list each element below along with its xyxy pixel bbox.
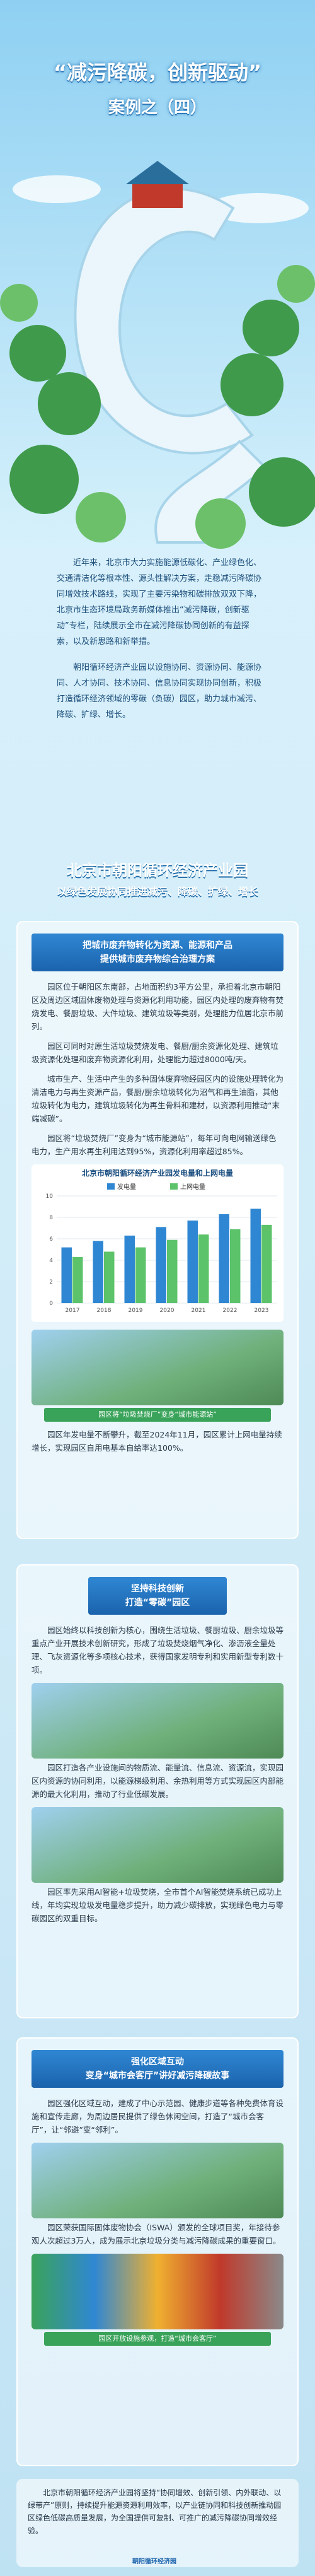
y-tick-label: 0 bbox=[49, 1301, 53, 1307]
bar bbox=[167, 1239, 178, 1303]
banner-line: 强化区域互动 bbox=[131, 2057, 184, 2067]
photo bbox=[32, 1683, 284, 1759]
paragraph: 北京市朝阳循环经济产业园将坚持“协同增效、创新引领、内外联动、以绿带产”原则，持… bbox=[28, 2488, 282, 2535]
intro: 近年来，北京市大力实施能源低碳化、产业绿色化、交通清洁化等根本性、源头性解决方案… bbox=[57, 555, 261, 733]
paragraph: 园区始终以科技创新为核心，围绕生活垃圾、餐厨垃圾、厨余垃圾等重点产业开展技术创新… bbox=[32, 1625, 284, 1675]
paragraph: 园区将“垃圾焚烧厂”变身为“城市能源站”，每年可向电网输送绿色电力，生产用水再生… bbox=[32, 1133, 277, 1156]
bar bbox=[261, 1224, 272, 1303]
x-tick-label: 2023 bbox=[255, 1308, 269, 1314]
bar bbox=[135, 1247, 146, 1303]
photo bbox=[32, 2254, 284, 2329]
y-tick-label: 4 bbox=[49, 1258, 53, 1264]
paragraph: 近年来，北京市大力实施能源低碳化、产业绿色化、交通清洁化等根本性、源头性解决方案… bbox=[57, 558, 262, 647]
footer: 北京市朝阳循环经济产业园将坚持“协同增效、创新引领、内外联动、以绿带产”原则，持… bbox=[16, 2479, 299, 2567]
heading-sub: 以绿色发展协同推进减污、降碳、扩绿、增长 bbox=[56, 886, 258, 898]
photo bbox=[32, 1330, 284, 1405]
caption: 园区将“垃圾焚烧厂”变身“城市能源站” bbox=[44, 1408, 271, 1422]
bar bbox=[250, 1209, 261, 1303]
legend-swatch bbox=[170, 1183, 178, 1190]
paragraph: 园区可同时对原生活垃圾焚烧发电、餐厨/厨余资源化处理、建筑垃圾资源化处理和废弃物… bbox=[32, 1041, 278, 1064]
hero-illustration bbox=[0, 0, 315, 549]
caption: 园区开放设施参观，打造“城市会客厅” bbox=[44, 2332, 271, 2346]
chart-title: 北京市朝阳循环经济产业园发电量和上网电量 bbox=[82, 1168, 233, 1178]
bar bbox=[93, 1241, 103, 1303]
section: 把城市废弃物转化为资源、能源和产品 提供城市废弃物综合治理方案 园区位于朝阳区东南… bbox=[16, 921, 299, 1539]
bar bbox=[124, 1235, 135, 1303]
x-tick-label: 2022 bbox=[223, 1308, 238, 1314]
banner: 坚持科技创新 打造“零碳”园区 bbox=[88, 1577, 227, 1615]
bar bbox=[230, 1229, 241, 1303]
paragraph: 园区荣获国际固体废物协会（ISWA）颁发的全球项目奖，年接待参观人次超过3万人，… bbox=[32, 2223, 281, 2245]
bar bbox=[61, 1247, 72, 1303]
legend-swatch bbox=[107, 1183, 115, 1190]
banner-line: 变身“城市会客厅”讲好减污降碳故事 bbox=[85, 2071, 230, 2081]
paragraph: 园区打造各产业设施间的物质流、能量流、信息流、资源流，实现园区内资源的协同利用，… bbox=[32, 1763, 284, 1799]
paragraph: 园区位于朝阳区东南部，占地面积约3平方公里，承担着北京市朝阳区及周边区域固体废物… bbox=[32, 982, 284, 1031]
bar bbox=[187, 1221, 198, 1303]
paragraph: 城市生产、生活中产生的多种固体废弃物经园区内的设施处理转化为清洁电力与再生资源产… bbox=[32, 1074, 284, 1123]
title: “减污降碳，创新驱动” bbox=[53, 61, 262, 85]
heading: 北京市朝阳循环经济产业园 bbox=[67, 862, 248, 879]
legend-label: 上网电量 bbox=[180, 1183, 205, 1191]
y-tick-label: 6 bbox=[49, 1236, 53, 1243]
y-tick-label: 8 bbox=[49, 1215, 53, 1221]
bar bbox=[104, 1251, 115, 1303]
hero bbox=[0, 0, 315, 549]
bar bbox=[198, 1234, 209, 1303]
bar bbox=[156, 1227, 166, 1303]
banner-line: 提供城市废弃物综合治理方案 bbox=[100, 954, 215, 964]
x-tick-label: 2020 bbox=[160, 1308, 175, 1314]
logo: 朝阳循环经济园 bbox=[132, 2558, 176, 2565]
x-tick-label: 2021 bbox=[192, 1308, 206, 1314]
paragraph: 园区年发电量不断攀升，截至2024年11月，园区累计上网电量持续增长，实现园区自… bbox=[32, 1430, 282, 1453]
y-tick-label: 10 bbox=[46, 1193, 54, 1200]
section: 强化区域互动变身“城市会客厅”讲好减污降碳故事 园区强化区域互动，建成了中心示范… bbox=[16, 2037, 299, 2466]
banner-line: 把城市废弃物转化为资源、能源和产品 bbox=[83, 940, 232, 951]
legend-label: 发电量 bbox=[117, 1183, 136, 1191]
paragraph: 园区率先采用AI智能+垃圾焚烧，全市首个AI智能焚烧系统已成功上线，年均实现垃圾… bbox=[32, 1887, 284, 1923]
section: 坚持科技创新 打造“零碳”园区 园区始终以科技创新为核心，围绕生活垃圾、餐厨垃圾、… bbox=[16, 1564, 299, 2018]
banner-line: 坚持科技创新 bbox=[131, 1584, 184, 1594]
y-tick-label: 2 bbox=[49, 1279, 53, 1285]
subtitle: 案例之（四） bbox=[108, 98, 207, 117]
photo bbox=[32, 2143, 284, 2218]
x-tick-label: 2017 bbox=[66, 1308, 80, 1314]
banner: 把城市废弃物转化为资源、能源和产品 提供城市废弃物综合治理方案 bbox=[32, 934, 284, 971]
x-tick-label: 2019 bbox=[129, 1308, 143, 1314]
banner: 强化区域互动变身“城市会客厅”讲好减污降碳故事 bbox=[32, 2050, 284, 2088]
paragraph: 朝阳循环经济产业园以设施协同、资源协同、能源协同、人才协同、技术协同、信息协同实… bbox=[57, 663, 262, 720]
bar bbox=[219, 1214, 229, 1303]
banner-line: 打造“零碳”园区 bbox=[125, 1598, 190, 1608]
paragraph: 园区强化区域互动，建成了中心示范园、健康步道等各种免费体育设施和宣传走廊，为周边… bbox=[32, 2099, 284, 2134]
bar bbox=[72, 1256, 83, 1303]
x-tick-label: 2018 bbox=[97, 1308, 112, 1314]
photo bbox=[32, 1807, 284, 1883]
